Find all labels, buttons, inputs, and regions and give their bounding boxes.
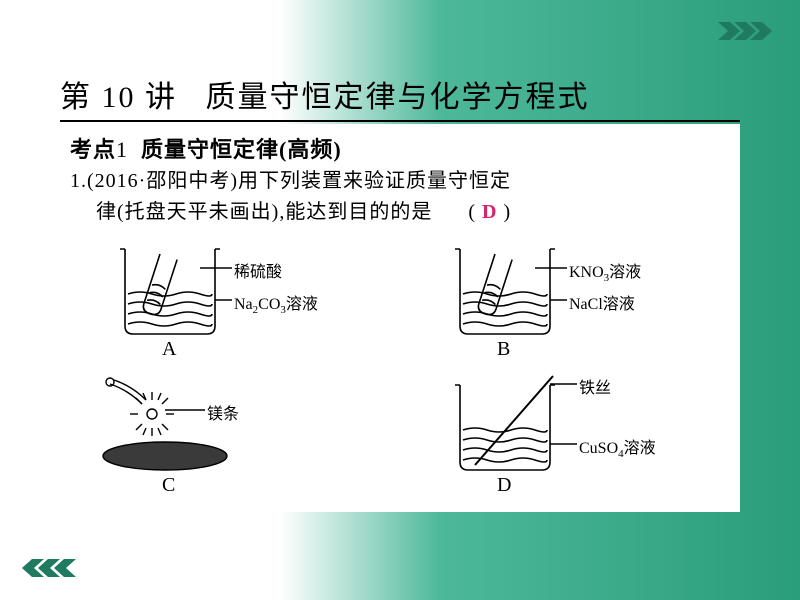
question-stem1: 用下列装置来验证质量守恒定 — [238, 170, 511, 192]
question-src: (2016·邵阳中考) — [87, 170, 238, 192]
caption-A: A — [162, 338, 176, 361]
label-C-item: 镁条 — [207, 400, 239, 424]
kaodian-num: 1 — [116, 137, 128, 162]
label-A-liquid: Na2CO3溶液 — [234, 290, 318, 316]
setup-D: 铁丝 CuSO4溶液 D — [405, 370, 730, 500]
question-num: 1 — [70, 170, 81, 192]
label-B-liquid: NaCl溶液 — [569, 290, 635, 314]
setup-B: KNO3溶液 NaCl溶液 B — [405, 234, 730, 364]
kaodian-label: 考点 — [70, 137, 116, 162]
question-stem2: 律(托盘天平未画出),能达到目的的是 ( D ) — [70, 201, 511, 223]
label-B-tube: KNO3溶液 — [569, 258, 641, 284]
setup-A: 稀硫酸 Na2CO3溶液 A — [70, 234, 395, 364]
caption-B: B — [497, 338, 510, 361]
label-D-liquid: CuSO4溶液 — [579, 434, 656, 460]
forward-arrow-icon[interactable] — [718, 18, 778, 49]
title-mid: 讲 — [145, 81, 177, 114]
back-arrow-icon[interactable] — [22, 555, 82, 586]
label-D-rod: 铁丝 — [579, 374, 611, 398]
kaodian-topic: 质量守恒定律(高频) — [141, 137, 342, 162]
answer-letter: D — [482, 201, 497, 223]
label-A-tube: 稀硫酸 — [234, 258, 282, 282]
title-main: 质量守恒定律与化学方程式 — [206, 81, 590, 114]
question-panel: 考点1 质量守恒定律(高频) 1.(2016·邵阳中考)用下列装置来验证质量守恒… — [60, 124, 740, 512]
title-prefix: 第 — [60, 81, 92, 114]
setups-grid: 稀硫酸 Na2CO3溶液 A — [70, 234, 730, 500]
page-title: 第 10 讲 质量守恒定律与化学方程式 — [60, 72, 740, 122]
title-num: 10 — [102, 81, 136, 114]
caption-D: D — [497, 474, 511, 497]
kaodian-heading: 考点1 质量守恒定律(高频) — [70, 132, 730, 164]
question-text: 1.(2016·邵阳中考)用下列装置来验证质量守恒定 律(托盘天平未画出),能达… — [70, 166, 730, 228]
setup-C: 镁条 C — [70, 370, 395, 500]
caption-C: C — [162, 474, 175, 497]
content-panel: 第 10 讲 质量守恒定律与化学方程式 考点1 质量守恒定律(高频) 1.(20… — [60, 72, 740, 512]
